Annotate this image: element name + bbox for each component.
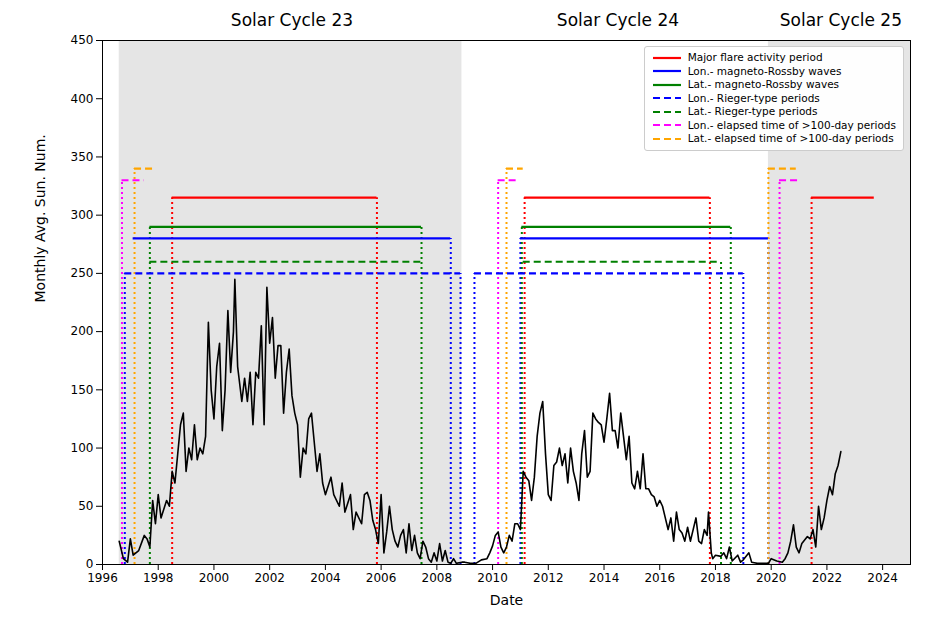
svg-text:350: 350 [71, 150, 94, 164]
svg-text:0: 0 [86, 557, 94, 571]
svg-text:100: 100 [71, 441, 94, 455]
html-text:Lat.- elapsed time of >100-day: Lat.- elapsed time of >100-day periods [687, 132, 894, 144]
html-text:Lon.- elapsed time of >100-day: Lon.- elapsed time of >100-day periods [687, 118, 896, 131]
svg-text:250: 250 [71, 266, 94, 280]
svg-text:Solar Cycle 25: Solar Cycle 25 [780, 10, 902, 30]
html-text:Lat.- Rieger-type periods: Lat.- Rieger-type periods [687, 105, 818, 117]
svg-text:2022: 2022 [812, 571, 843, 585]
svg-text:2016: 2016 [644, 571, 675, 585]
svg-text:300: 300 [71, 208, 94, 222]
svg-text:Monthly Avg. Sun. Num.: Monthly Avg. Sun. Num. [32, 134, 48, 302]
svg-text:2008: 2008 [422, 571, 453, 585]
html-text:Lat.- magneto-Rossby waves: Lat.- magneto-Rossby waves [687, 78, 840, 90]
svg-text:Solar Cycle 24: Solar Cycle 24 [557, 10, 679, 30]
svg-text:2002: 2002 [254, 571, 285, 585]
svg-text:450: 450 [71, 33, 94, 47]
svg-text:2018: 2018 [700, 571, 731, 585]
svg-text:200: 200 [71, 324, 94, 338]
svg-text:Date: Date [490, 592, 523, 608]
svg-text:2014: 2014 [589, 571, 620, 585]
svg-text:1998: 1998 [143, 571, 174, 585]
html-text:Major flare activity period: Major flare activity period [687, 51, 823, 63]
svg-text:150: 150 [71, 383, 94, 397]
svg-text:2006: 2006 [366, 571, 397, 585]
svg-text:2004: 2004 [310, 571, 341, 585]
html-text:Lon.- Rieger-type periods: Lon.- Rieger-type periods [687, 91, 820, 104]
svg-text:2024: 2024 [867, 571, 898, 585]
svg-text:50: 50 [78, 499, 93, 513]
svg-text:2010: 2010 [477, 571, 508, 585]
svg-text:2000: 2000 [199, 571, 230, 585]
svg-text:2012: 2012 [533, 571, 564, 585]
svg-text:2020: 2020 [756, 571, 787, 585]
svg-text:1996: 1996 [87, 571, 118, 585]
svg-text:Solar Cycle 23: Solar Cycle 23 [231, 10, 353, 30]
html-text:Lon.- magneto-Rossby waves: Lon.- magneto-Rossby waves [687, 64, 842, 77]
svg-text:400: 400 [71, 92, 94, 106]
